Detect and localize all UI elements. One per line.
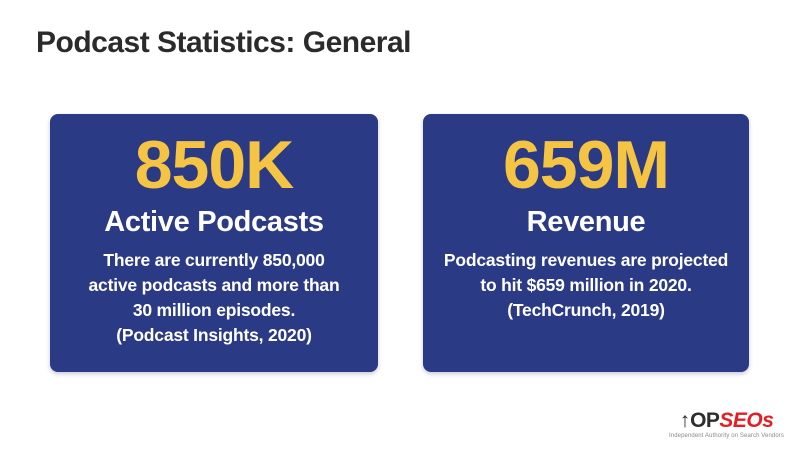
stat-label-active-podcasts: Active Podcasts [104, 206, 324, 239]
stat-description-revenue: Podcasting revenues are projected to hit… [443, 250, 729, 321]
stat-value-active-podcasts: 850K [134, 127, 295, 203]
logo-text-seos: SEOs [719, 409, 774, 432]
topseos-logo-wordmark: ↑OPSEOs [669, 410, 784, 431]
stat-label-revenue: Revenue [526, 206, 646, 239]
up-arrow-icon: ↑ [679, 409, 691, 432]
logo-tagline: Independent Authority on Search Vendors [669, 433, 784, 439]
stat-card-active-podcasts: 850K Active Podcasts There are currently… [50, 114, 378, 372]
logo-text-op: OP [690, 409, 720, 432]
stat-value-revenue: 659M [502, 127, 670, 203]
page-title: Podcast Statistics: General [36, 26, 411, 59]
stat-description-active-podcasts: There are currently 850,000 active podca… [88, 250, 340, 346]
stat-card-revenue: 659M Revenue Podcasting revenues are pro… [423, 114, 749, 372]
topseos-logo: ↑OPSEOs Independent Authority on Search … [669, 410, 784, 439]
